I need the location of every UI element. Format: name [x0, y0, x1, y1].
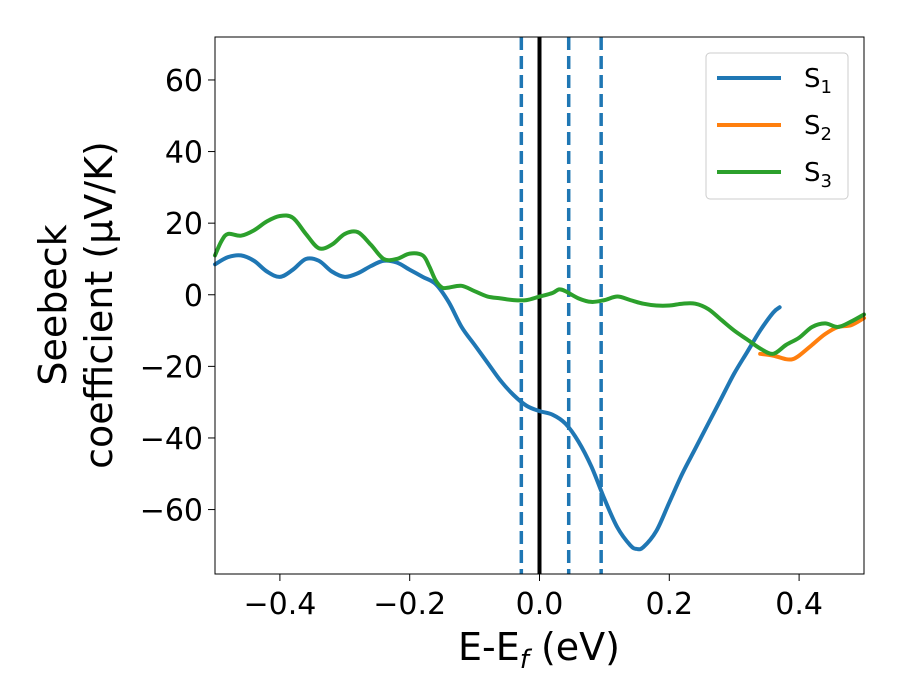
legend: S1 S2 S3: [705, 52, 849, 200]
y-tick-label: 20: [165, 207, 203, 242]
y-tick-label: −20: [140, 350, 203, 385]
x-tick-label: 0.4: [775, 587, 823, 622]
x-tick-label: −0.4: [243, 587, 316, 622]
legend-label-s3: S3: [804, 158, 832, 192]
x-tick-label: −0.2: [373, 587, 446, 622]
x-axis-label: E-Ef (eV): [458, 625, 620, 675]
series-layer: [213, 213, 866, 552]
x-tick-label: 0.0: [516, 587, 564, 622]
y-axis-label-line1: Seebeck: [31, 224, 75, 385]
x-tick-label: 0.2: [645, 587, 693, 622]
y-axis-label: Seebeck coefficient (μV/K): [31, 141, 121, 469]
series-line-s3: [213, 213, 866, 356]
legend-label-s1: S1: [804, 64, 832, 98]
y-tick-label: −40: [140, 422, 203, 457]
y-tick-label: 60: [165, 64, 203, 99]
reference-lines: [519, 37, 603, 574]
y-tick-label: −60: [140, 494, 203, 529]
x-axis-ticks: −0.4 −0.2 0.0 0.2 0.4: [243, 574, 823, 622]
y-tick-label: 0: [184, 279, 203, 314]
y-axis-ticks: 60 40 20 0 −20 −40 −60: [140, 64, 215, 529]
y-tick-label: 40: [165, 136, 203, 171]
legend-label-s2: S2: [804, 111, 832, 145]
series-line-s1: [213, 253, 782, 552]
y-axis-label-line2: coefficient (μV/K): [77, 141, 121, 469]
